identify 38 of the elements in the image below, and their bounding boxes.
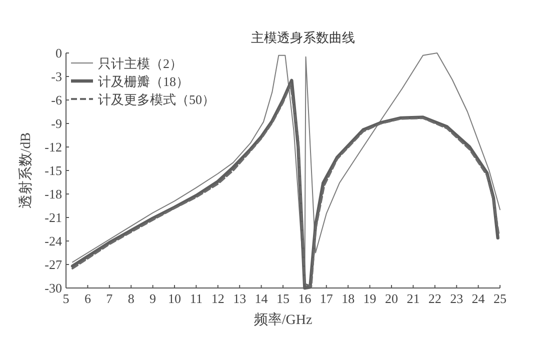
x-tick-label: 10 [168,291,181,306]
x-tick-label: 21 [406,291,420,306]
x-tick-label: 13 [233,291,246,306]
x-tick-label: 22 [428,291,442,306]
x-tick-label: 16 [298,291,312,306]
x-tick-label: 11 [190,291,202,306]
x-tick-label: 18 [342,291,355,306]
x-tick-label: 19 [363,291,376,306]
x-tick-label: 25 [494,291,506,306]
x-axis-title: 频率/GHz [254,312,312,328]
legend-label: 只计主模（2） [98,56,182,71]
y-tick-label: -21 [44,210,62,225]
y-tick-label: -3 [51,69,62,84]
x-tick-label: 14 [254,291,268,306]
y-tick-label: -6 [51,92,62,108]
x-tick-label: 17 [320,291,334,306]
y-tick-label: -9 [51,116,62,131]
x-tick-label: 9 [150,291,156,306]
legend-label: 计及更多模式（50） [98,92,215,107]
x-tick-label: 24 [472,291,486,306]
y-tick-label: -15 [44,163,62,178]
y-tick-label: -24 [44,234,62,248]
legend-label: 计及栅瓣（18） [98,74,189,89]
y-axis-title: 透射系数/dB [18,132,34,209]
y-tick-label: -12 [44,140,62,154]
x-tick-label: 20 [385,291,398,306]
x-tick-label: 5 [62,291,70,306]
x-tick-label: 6 [84,291,92,306]
x-tick-label: 23 [450,291,464,306]
chart-title: 主模透身系数曲线 [251,30,355,45]
x-tick-label: 8 [128,291,134,306]
y-tick-label: -27 [44,257,62,272]
y-tick-label: 0 [56,46,62,60]
y-tick-label: -30 [44,280,62,296]
x-tick-label: 7 [106,291,114,306]
y-tick-label: -18 [44,186,62,202]
x-tick-label: 15 [276,291,290,306]
x-tick-label: 12 [211,291,224,306]
